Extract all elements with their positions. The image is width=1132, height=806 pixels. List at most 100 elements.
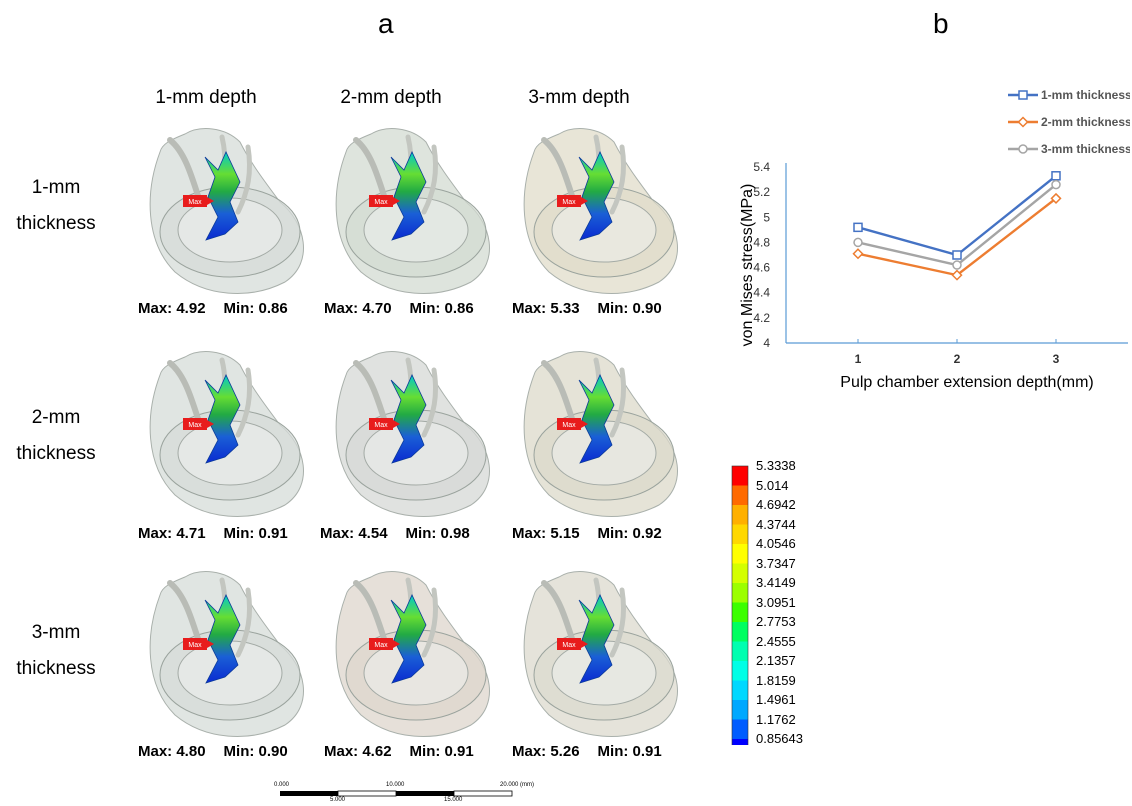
- x-tick-label: 2: [954, 352, 961, 366]
- min-stress-value: Min: 0.98: [405, 525, 470, 542]
- color-scale-value: 2.4555: [756, 633, 796, 649]
- tooth-model-image: Max: [149, 571, 304, 737]
- color-scale-swatch: [732, 700, 748, 720]
- data-point-diamond: [1050, 192, 1062, 204]
- max-stress-tag: Max: [188, 199, 202, 206]
- color-scale-swatch: [732, 466, 748, 486]
- color-scale-swatch: [732, 719, 748, 739]
- color-scale-swatch: [732, 544, 748, 564]
- max-stress-value: Max: 5.15: [512, 525, 580, 542]
- tooth-model-cell: Max: [504, 345, 694, 525]
- row-header-3mm-thickness: 3-mm thickness: [0, 615, 116, 687]
- color-scale-swatch: [732, 563, 748, 583]
- max-stress-value: Max: 4.80: [138, 743, 206, 760]
- max-stress-tag: Max: [562, 422, 576, 429]
- row-header-2mm-thickness: 2-mm thickness: [0, 400, 116, 472]
- min-stress-value: Min: 0.90: [223, 743, 288, 760]
- stress-min-max-readout: Max: 4.80 Min: 0.90: [138, 743, 288, 760]
- y-axis-title: von Mises stress(MPa): [739, 184, 756, 347]
- min-stress-value: Min: 0.91: [223, 525, 288, 542]
- max-stress-value: Max: 5.26: [512, 743, 580, 760]
- tooth-model-image: Max: [523, 351, 678, 517]
- y-tick-label: 4: [763, 336, 770, 350]
- legend-label: 3-mm thickness: [1041, 142, 1130, 156]
- legend-marker: [1018, 90, 1028, 100]
- scale-label: 20.000 (mm): [500, 782, 535, 788]
- legend-label: 2-mm thickness: [1041, 115, 1130, 129]
- y-tick-label: 4.2: [753, 311, 770, 325]
- legend-marker: [1017, 116, 1029, 128]
- panel-a-letter: a: [378, 8, 394, 39]
- row-label-line1: 3-mm: [31, 622, 81, 643]
- data-point-square: [952, 250, 962, 260]
- tooth-model-cell: Max: [504, 565, 694, 745]
- color-scale-value: 4.6942: [756, 497, 796, 512]
- y-tick-label: 5.2: [753, 185, 770, 199]
- scale-label: 0.000: [274, 782, 290, 788]
- color-scale-value: 4.0546: [756, 536, 796, 551]
- max-stress-value: Max: 4.54: [320, 525, 388, 542]
- legend-label: 1-mm thickness: [1041, 88, 1130, 102]
- scale-bar-graphic: [280, 790, 513, 797]
- max-stress-tag: Max: [562, 199, 576, 206]
- data-point-diamond: [951, 269, 963, 281]
- color-scale-swatch: [732, 524, 748, 544]
- tooth-model-cell: Max: [316, 345, 506, 525]
- scale-label: 15.000: [444, 797, 463, 803]
- max-stress-tag: Max: [188, 422, 202, 429]
- tooth-model-image: Max: [335, 351, 490, 517]
- max-stress-tag: Max: [562, 642, 576, 649]
- min-stress-value: Min: 0.91: [597, 743, 662, 760]
- color-scale-value: 0.85643: [756, 731, 803, 746]
- series-line: [857, 174, 1057, 257]
- color-scale-swatch: [732, 739, 748, 759]
- stress-min-max-readout: Max: 4.92 Min: 0.86: [138, 300, 288, 317]
- color-scale-value: 3.7347: [756, 555, 796, 571]
- stress-min-max-readout: Max: 5.33 Min: 0.90: [512, 300, 662, 317]
- color-scale-swatch: [732, 661, 748, 681]
- color-scale-bar: [731, 465, 749, 759]
- scale-bar: 0.000 10.000 20.000 (mm) 5.000 15.000: [274, 780, 538, 804]
- tooth-model-image: Max: [149, 128, 304, 294]
- x-tick-label: 3: [1053, 352, 1060, 366]
- data-point-circle: [1051, 179, 1061, 190]
- color-scale-value: 3.4149: [756, 575, 796, 590]
- min-stress-value: Min: 0.90: [597, 300, 662, 317]
- min-stress-value: Min: 0.92: [597, 525, 662, 542]
- tooth-model-image: Max: [335, 571, 490, 737]
- stress-min-max-readout: Max: 4.70 Min: 0.86: [324, 300, 474, 317]
- tooth-model-cell: Max: [130, 565, 320, 745]
- tooth-model-image: Max: [149, 351, 304, 517]
- row-label-line1: 1-mm: [31, 177, 81, 198]
- x-tick-label: 1: [855, 352, 862, 366]
- data-point-square: [1051, 171, 1061, 181]
- row-header-1mm-thickness: 1-mm thickness: [0, 170, 116, 242]
- column-header-3mm-depth: 3-mm depth: [528, 87, 630, 108]
- y-tick-label: 4.6: [753, 261, 770, 275]
- data-point-circle: [853, 237, 863, 248]
- max-stress-tag: Max: [374, 422, 388, 429]
- data-point-circle: [952, 260, 962, 270]
- tooth-model-image: Max: [523, 128, 678, 294]
- color-scale-value: 4.3744: [756, 516, 796, 532]
- max-stress-tag: Max: [188, 642, 202, 649]
- tooth-model-cell: Max: [504, 122, 694, 302]
- y-tick-label: 5: [763, 210, 770, 224]
- color-scale-value: 3.0951: [756, 594, 796, 610]
- max-stress-value: Max: 4.92: [138, 300, 206, 317]
- max-stress-value: Max: 4.62: [324, 743, 392, 760]
- data-point-diamond: [852, 248, 864, 260]
- stress-min-max-readout: Max: 5.15 Min: 0.92: [512, 525, 662, 542]
- color-scale-swatch: [732, 641, 748, 661]
- tooth-model-cell: Max: [316, 565, 506, 745]
- stress-min-max-readout: Max: 4.54 Min: 0.98: [320, 525, 470, 542]
- color-scale-swatch: [732, 602, 748, 622]
- stress-line-chart: 4 4.2 4.4 4.6 4.8 5 5.2 5.4 1 2 3 Pulp chamber exte…: [739, 88, 1130, 391]
- stress-color-legend: 5.3338 5.014 4.6942 4.3744 4.0546 3.7347 3.414…: [730, 458, 803, 759]
- tooth-model-cell: Max: [316, 122, 506, 302]
- max-stress-tag: Max: [374, 199, 388, 206]
- legend-marker: [1018, 144, 1028, 154]
- color-scale-value: 2.1357: [756, 653, 796, 668]
- row-label-line2: thickness: [16, 213, 96, 234]
- stress-min-max-readout: Max: 4.62 Min: 0.91: [324, 743, 474, 760]
